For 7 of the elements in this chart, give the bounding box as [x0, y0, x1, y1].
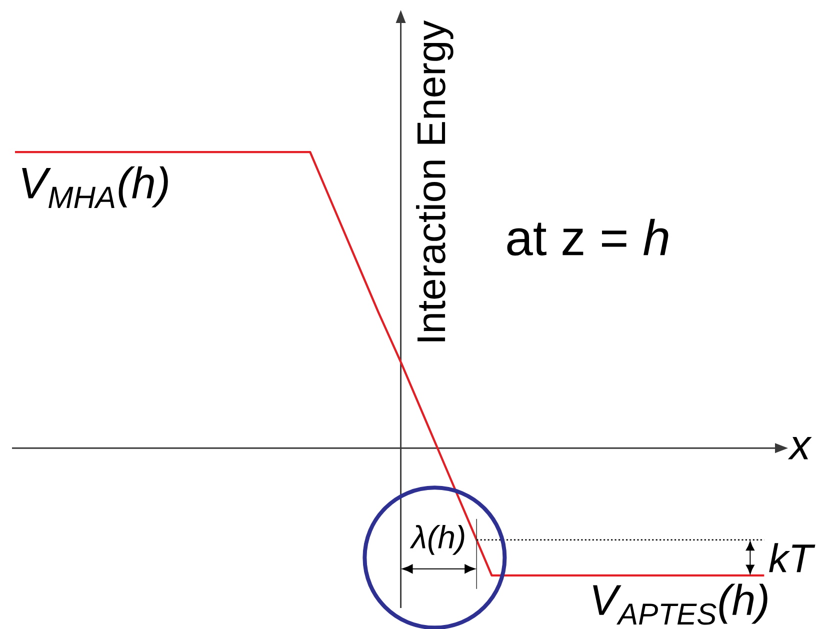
y-axis-title: Interaction Energy: [416, 20, 454, 342]
annotation: V$_{MHA}$(h): [22, 166, 168, 208]
annotation: λ(h): [410, 525, 464, 555]
annotation: V$_{APTES}$(h): [593, 584, 768, 625]
annotation: at z = h: [507, 218, 668, 256]
x-axis-title: x: [788, 437, 812, 460]
ref-line-label: kT: [769, 543, 816, 572]
